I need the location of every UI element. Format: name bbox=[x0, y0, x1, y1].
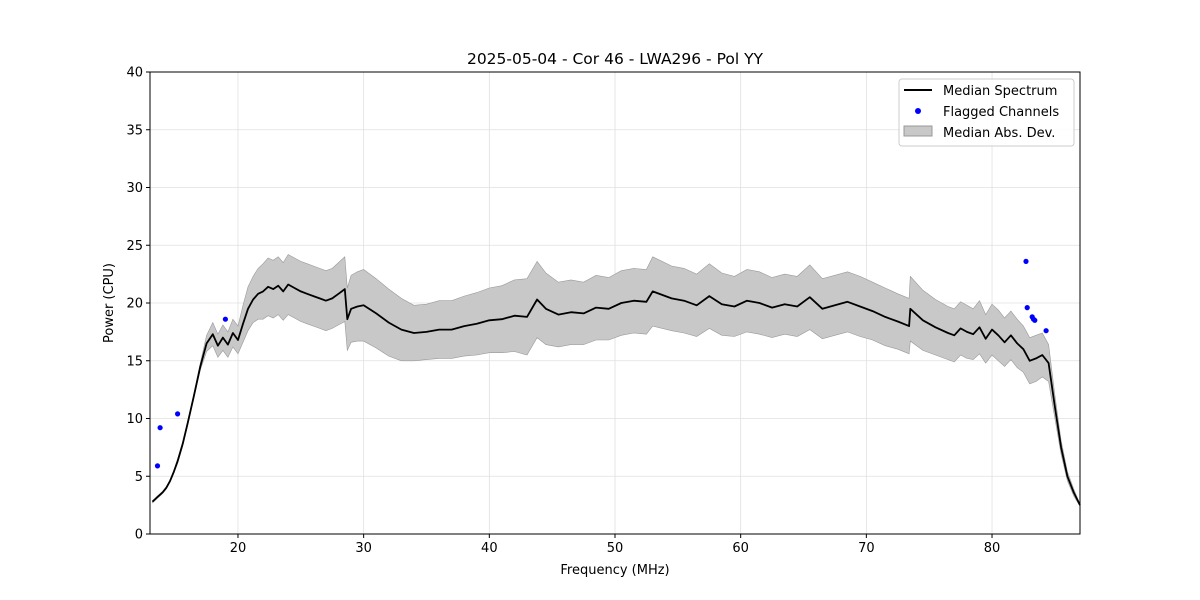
y-axis: 0 5 10 15 20 25 30 35 40 bbox=[126, 66, 150, 543]
median-spectrum-line bbox=[151, 283, 1081, 506]
flagged-channel-point bbox=[157, 425, 163, 431]
y-axis-label: Power (CPU) bbox=[102, 263, 117, 343]
y-tick-label: 10 bbox=[126, 412, 143, 427]
flagged-channel-point bbox=[1024, 305, 1030, 311]
x-tick-label: 50 bbox=[607, 541, 624, 556]
flagged-channel-point bbox=[1032, 317, 1038, 323]
x-axis-label: Frequency (MHz) bbox=[560, 563, 669, 578]
y-tick-label: 25 bbox=[126, 239, 143, 254]
x-tick-label: 30 bbox=[355, 541, 372, 556]
y-tick-label: 0 bbox=[135, 528, 143, 543]
x-tick-label: 80 bbox=[984, 541, 1001, 556]
flagged-channel-point bbox=[154, 463, 161, 469]
legend-box bbox=[898, 78, 1075, 147]
legend: Median Spectrum Flagged Channels Median … bbox=[898, 78, 1075, 147]
flagged-channel-point bbox=[175, 411, 181, 417]
legend-median-label: Median Spectrum bbox=[943, 84, 1057, 99]
flagged-channel-point bbox=[1043, 328, 1049, 334]
y-tick-label: 40 bbox=[126, 66, 143, 81]
chart-title: 2025-05-04 - Cor 46 - LWA296 - Pol YY bbox=[467, 50, 764, 68]
legend-band-swatch bbox=[903, 125, 933, 137]
x-axis: 20 30 40 50 60 70 80 bbox=[230, 534, 1001, 556]
flagged-channel-point bbox=[1023, 258, 1029, 264]
legend-flagged-label: Flagged Channels bbox=[943, 105, 1059, 120]
x-tick-label: 70 bbox=[858, 541, 875, 556]
y-tick-label: 35 bbox=[126, 123, 143, 138]
flagged-channel-point bbox=[222, 316, 228, 322]
x-tick-label: 60 bbox=[732, 541, 749, 556]
legend-flagged-marker-swatch bbox=[915, 108, 921, 114]
y-tick-label: 5 bbox=[135, 470, 143, 485]
y-tick-label: 30 bbox=[126, 181, 143, 196]
y-tick-label: 15 bbox=[126, 354, 143, 369]
legend-band-label: Median Abs. Dev. bbox=[943, 126, 1055, 141]
x-tick-label: 40 bbox=[481, 541, 498, 556]
y-tick-label: 20 bbox=[126, 297, 143, 312]
x-tick-label: 20 bbox=[230, 541, 247, 556]
